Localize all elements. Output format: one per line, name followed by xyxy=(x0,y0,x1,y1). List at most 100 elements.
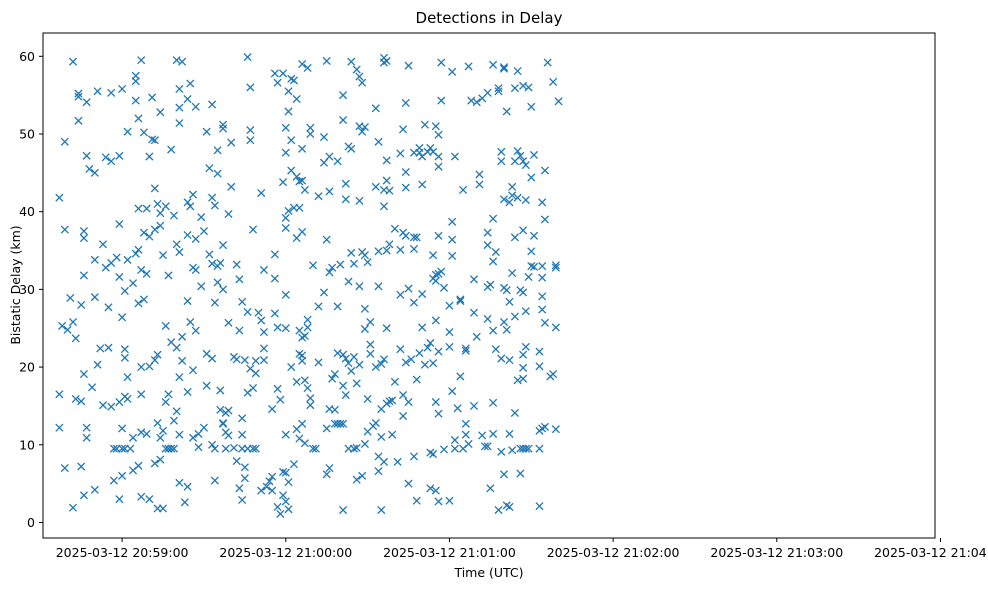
data-point xyxy=(505,502,514,511)
data-point xyxy=(374,282,383,291)
data-point xyxy=(107,88,116,97)
data-point xyxy=(82,151,91,160)
data-point xyxy=(259,265,269,275)
data-point xyxy=(164,390,173,399)
data-point xyxy=(251,369,260,378)
data-point xyxy=(191,234,200,243)
data-point xyxy=(388,396,397,405)
data-point xyxy=(366,349,375,358)
data-point xyxy=(396,149,405,158)
data-point xyxy=(96,344,105,353)
data-point xyxy=(183,387,192,396)
data-point xyxy=(90,293,99,302)
data-point xyxy=(298,60,307,69)
data-point xyxy=(499,64,509,73)
data-point xyxy=(538,262,547,271)
data-point xyxy=(120,353,129,362)
data-point xyxy=(448,235,457,244)
data-point xyxy=(284,206,293,215)
data-point xyxy=(393,457,402,466)
data-point xyxy=(300,439,309,448)
data-point xyxy=(292,377,301,386)
data-point xyxy=(358,471,367,480)
data-point xyxy=(535,362,544,371)
data-point xyxy=(478,431,487,440)
data-point xyxy=(489,398,498,407)
data-point xyxy=(248,225,258,234)
data-point xyxy=(521,444,530,453)
data-point xyxy=(243,307,252,316)
data-point xyxy=(172,343,181,352)
data-point xyxy=(439,283,449,292)
data-point xyxy=(134,204,143,213)
data-point xyxy=(475,170,484,179)
data-point xyxy=(131,77,140,86)
data-point xyxy=(183,482,192,491)
data-point xyxy=(109,476,118,485)
data-point xyxy=(538,273,547,282)
data-point xyxy=(437,58,446,67)
data-point xyxy=(251,444,260,453)
data-point xyxy=(341,390,350,400)
data-point xyxy=(489,214,498,223)
data-point xyxy=(448,251,457,261)
data-point xyxy=(390,224,399,233)
data-point xyxy=(224,406,233,415)
data-point xyxy=(549,370,558,379)
data-point xyxy=(265,477,274,486)
y-tick-label: 50 xyxy=(19,127,35,142)
data-point xyxy=(349,352,359,362)
data-point xyxy=(262,482,271,491)
data-point xyxy=(175,119,184,128)
chart-title: Detections in Delay xyxy=(416,9,563,27)
data-point xyxy=(322,424,331,433)
data-point xyxy=(352,443,361,452)
data-point xyxy=(139,295,148,304)
data-point xyxy=(303,323,312,332)
data-point xyxy=(382,246,391,255)
data-point xyxy=(284,505,293,514)
data-point xyxy=(238,495,247,504)
data-point xyxy=(404,479,413,488)
data-point xyxy=(224,209,233,219)
x-tick-label: 2025-03-12 21:02:00 xyxy=(547,545,680,560)
data-point xyxy=(120,286,129,295)
data-point xyxy=(382,156,391,165)
data-point xyxy=(409,244,419,254)
data-point xyxy=(199,227,209,236)
data-point xyxy=(161,202,170,211)
y-tick-label: 40 xyxy=(19,204,35,219)
data-point xyxy=(434,497,443,506)
data-point xyxy=(489,429,498,438)
data-point xyxy=(145,232,154,241)
data-point xyxy=(104,303,113,312)
data-point xyxy=(90,485,99,494)
data-point xyxy=(93,87,102,96)
data-point xyxy=(183,230,192,240)
data-point xyxy=(363,394,372,403)
data-point xyxy=(194,443,203,452)
data-point xyxy=(489,326,498,335)
data-point xyxy=(172,407,181,416)
data-point xyxy=(448,67,457,76)
data-point xyxy=(158,426,168,435)
data-point xyxy=(524,83,533,92)
data-point xyxy=(445,328,454,337)
data-point xyxy=(150,136,159,145)
data-point xyxy=(483,228,492,237)
data-point xyxy=(123,394,132,403)
data-point xyxy=(339,419,348,428)
data-point xyxy=(505,429,514,438)
data-point xyxy=(55,193,64,202)
data-point xyxy=(415,148,424,157)
data-point xyxy=(347,366,356,376)
data-point xyxy=(385,186,394,195)
data-point xyxy=(510,408,519,417)
data-point xyxy=(434,409,443,418)
data-point xyxy=(120,345,129,354)
data-point xyxy=(88,383,97,392)
data-point xyxy=(420,360,429,369)
data-point xyxy=(300,331,309,341)
data-point xyxy=(508,446,517,455)
